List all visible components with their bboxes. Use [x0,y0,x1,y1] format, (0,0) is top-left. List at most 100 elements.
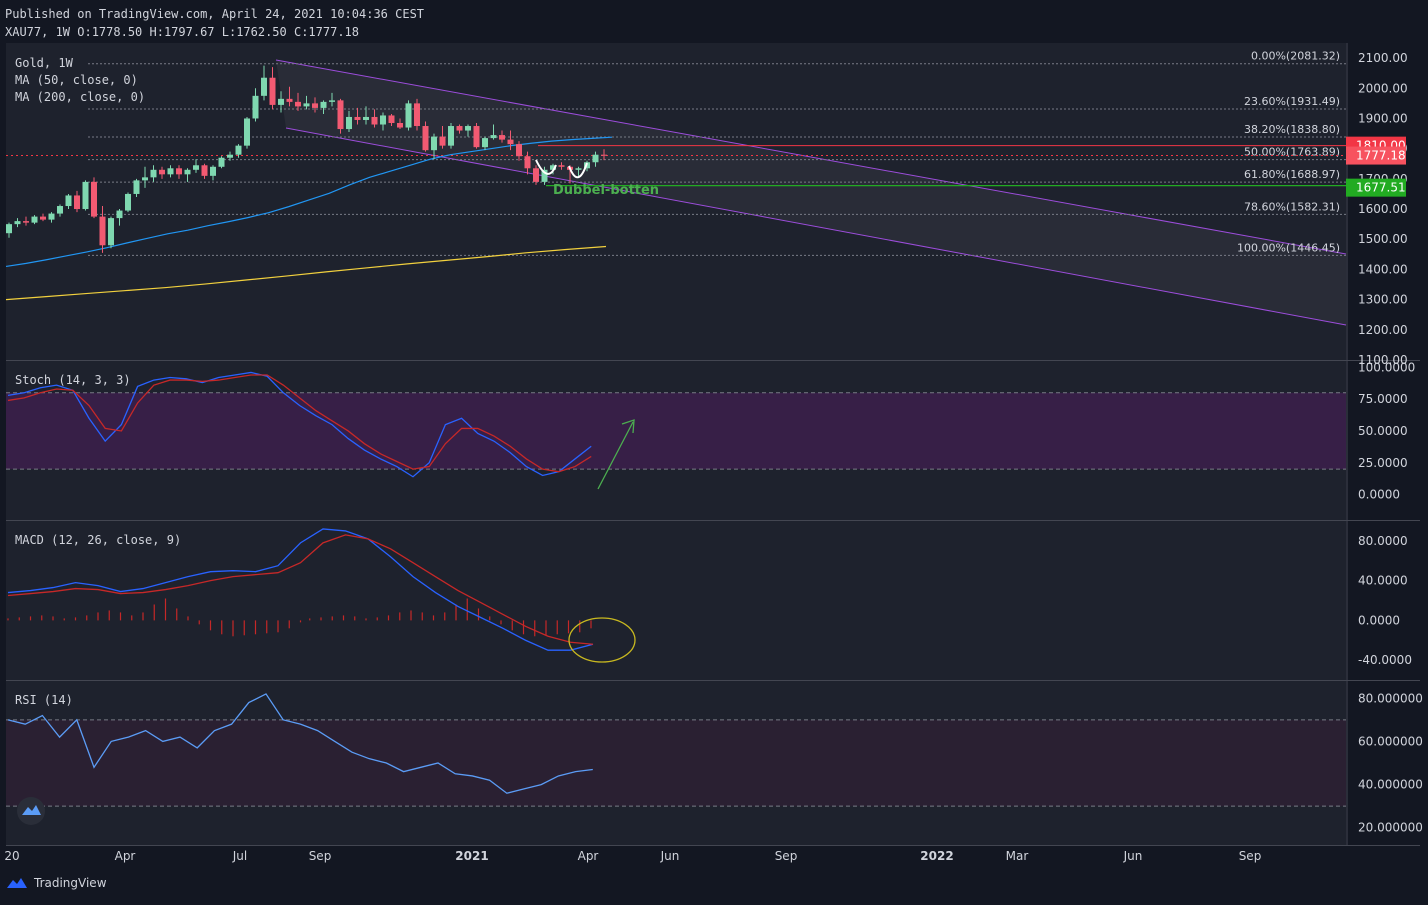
candle-body [456,126,463,131]
candle-body [116,210,123,219]
price-tick-label: 1200.00 [1358,323,1408,337]
footer-brand[interactable]: TradingView [34,876,107,890]
candle-body [125,193,131,211]
candle-body [295,101,301,107]
price-tag-label: 1677.51 [1356,181,1406,195]
ohlc-info: XAU77, 1W O:1778.50 H:1797.67 L:1762.50 … [5,25,360,39]
price-tag-label: 1777.18 [1356,149,1406,163]
candle-body [65,195,72,207]
candle-body [575,168,582,170]
stoch-band [6,392,1346,470]
candle-body [261,77,267,96]
fib-level-label: 0.00%(2081.32) [1251,50,1340,63]
price-tag [1346,146,1406,165]
candle-body [354,116,361,120]
fib-level-label: 100.00%(1446.45) [1237,241,1340,254]
tv-badge-glyph-icon [22,805,41,815]
stoch-tick-label: 75.0000 [1358,392,1408,406]
price-tick-label: 1100.00 [1358,353,1408,367]
stoch-d-line [7,374,592,473]
candle-body [218,157,225,167]
x-tick-label: 2022 [920,849,953,863]
price-tick-label: 1900.00 [1358,111,1408,125]
candle-body [167,168,174,175]
candle-body [133,180,140,194]
x-tick-label: Sep [775,849,798,863]
macd-tick-label: -40.0000 [1358,653,1412,667]
price-tag [1346,178,1406,197]
candle-body [329,100,335,102]
candle-body [31,216,38,223]
pane-bg [6,43,1346,360]
candle-body [235,145,242,155]
fib-level-label: 61.80%(1688.97) [1244,168,1340,181]
candle-body [57,206,63,214]
candle-body [82,181,89,210]
rsi-tick-label: 40.000000 [1358,778,1423,792]
candle-body [550,165,556,170]
fib-level-label: 78.60%(1582.31) [1244,200,1340,213]
price-legend-item: MA (200, close, 0) [15,90,145,104]
candle-body [465,126,471,131]
candle-body [176,168,182,175]
candle-body [473,126,480,148]
price-tick-label: 1600.00 [1358,202,1408,216]
stoch-tick-label: 50.0000 [1358,424,1408,438]
candle-body [14,221,21,225]
channel-upper-line [275,59,1347,255]
macd-tick-label: 80.0000 [1358,534,1408,548]
candle-body [278,98,284,105]
candle-body [227,154,233,158]
candle-body [210,166,216,176]
rsi-band [6,719,1346,807]
candle-body [346,116,352,130]
x-tick-label: Mar [1006,849,1029,863]
candle-body [499,135,505,140]
candle-body [201,165,208,176]
pane-bg [6,521,1346,680]
x-tick-label: Sep [309,849,332,863]
x-tick-label: Jun [660,849,680,863]
candle-body [388,115,395,124]
x-tick-label: Sep [1239,849,1262,863]
candle-body [108,218,114,246]
macd-title: MACD (12, 26, close, 9) [15,533,181,547]
channel-lower-line [285,127,1347,326]
macd-tick-label: 40.0000 [1358,574,1408,588]
price-legend-item: MA (50, close, 0) [15,73,138,87]
tradingview-logo-icon [7,878,27,888]
candle-body [397,123,403,128]
candle-body [482,138,488,148]
x-tick-label: Jul [232,849,247,863]
candle-body [414,103,420,127]
candle-body [448,126,454,146]
rsi-rsi-line [7,693,593,794]
downtrend-channel [276,60,1346,325]
double-bottom-marker [535,159,588,179]
fib-level-label: 23.60%(1931.49) [1244,95,1340,108]
rsi-tick-label: 20.000000 [1358,821,1423,835]
candle-body [91,181,97,217]
x-tick-label: Jun [1123,849,1143,863]
candle-body [507,139,514,145]
candle-body [405,103,412,128]
stoch-arrow-head-icon [621,419,635,434]
candle-body [99,216,106,246]
candle-body [320,101,327,108]
candle-body [6,224,12,234]
candle-body [490,135,497,139]
candle-body [48,213,55,220]
x-tick-label: Apr [578,849,599,863]
stoch-title: Stoch (14, 3, 3) [15,373,131,387]
stoch-tick-label: 100.0000 [1358,360,1415,374]
candle-body [601,154,607,156]
double-bottom-label: Dubbel-botten [553,183,659,198]
price-tick-label: 2100.00 [1358,51,1408,65]
x-tick-label: 2021 [455,849,488,863]
candle-body [244,118,250,146]
macd-macd-line [7,528,594,651]
x-tick-label: Apr [115,849,136,863]
candle-body [142,177,148,181]
candle-body [286,98,293,102]
